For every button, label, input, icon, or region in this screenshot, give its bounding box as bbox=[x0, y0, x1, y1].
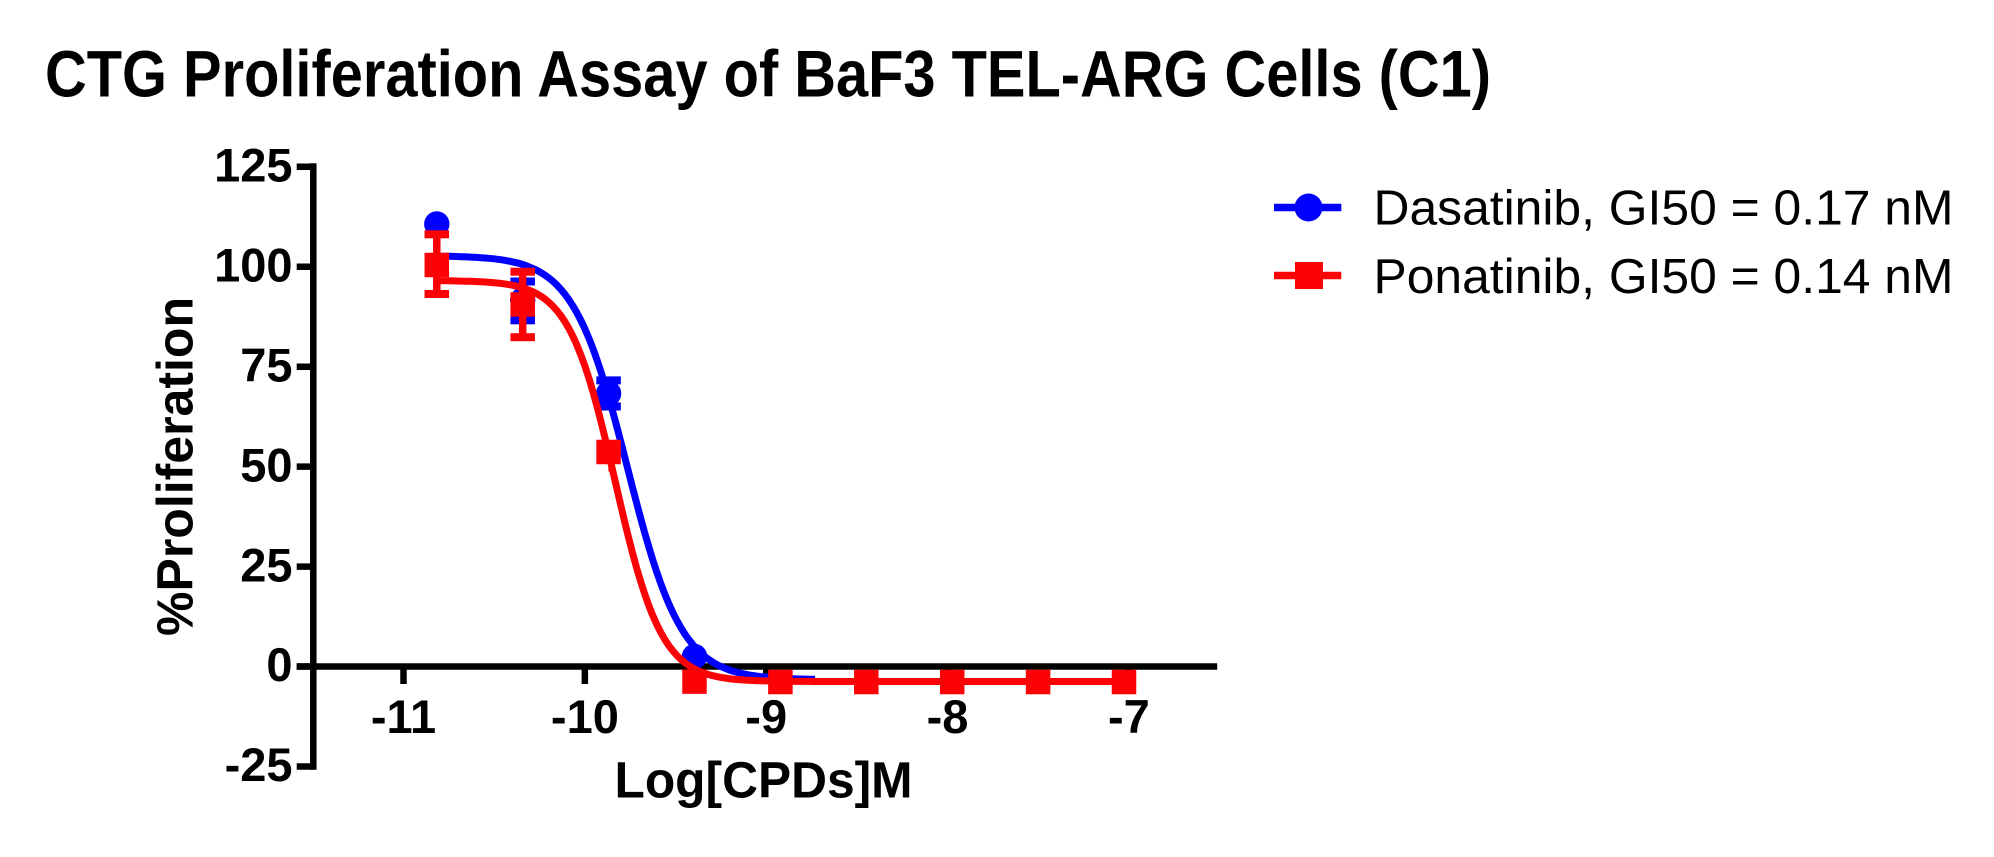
svg-text:25: 25 bbox=[240, 538, 292, 591]
svg-text:-10: -10 bbox=[551, 690, 619, 743]
svg-text:-7: -7 bbox=[1108, 690, 1150, 743]
svg-text:Log[CPDs]M: Log[CPDs]M bbox=[615, 752, 913, 809]
svg-text:-8: -8 bbox=[927, 690, 969, 743]
svg-text:-11: -11 bbox=[371, 690, 436, 743]
svg-text:100: 100 bbox=[214, 238, 292, 291]
svg-text:Ponatinib, GI50 = 0.14 nM: Ponatinib, GI50 = 0.14 nM bbox=[1374, 250, 1954, 304]
svg-text:-25: -25 bbox=[225, 738, 293, 791]
svg-text:75: 75 bbox=[240, 338, 292, 391]
svg-text:CTG Proliferation Assay of BaF: CTG Proliferation Assay of BaF3 TEL-ARG … bbox=[45, 37, 1491, 111]
svg-text:125: 125 bbox=[214, 139, 292, 192]
svg-text:Dasatinib, GI50 = 0.17 nM: Dasatinib, GI50 = 0.17 nM bbox=[1374, 182, 1954, 236]
svg-text:%Proliferation: %Proliferation bbox=[146, 297, 203, 636]
svg-text:0: 0 bbox=[266, 638, 292, 691]
svg-text:50: 50 bbox=[240, 438, 292, 491]
svg-text:-9: -9 bbox=[745, 690, 787, 743]
